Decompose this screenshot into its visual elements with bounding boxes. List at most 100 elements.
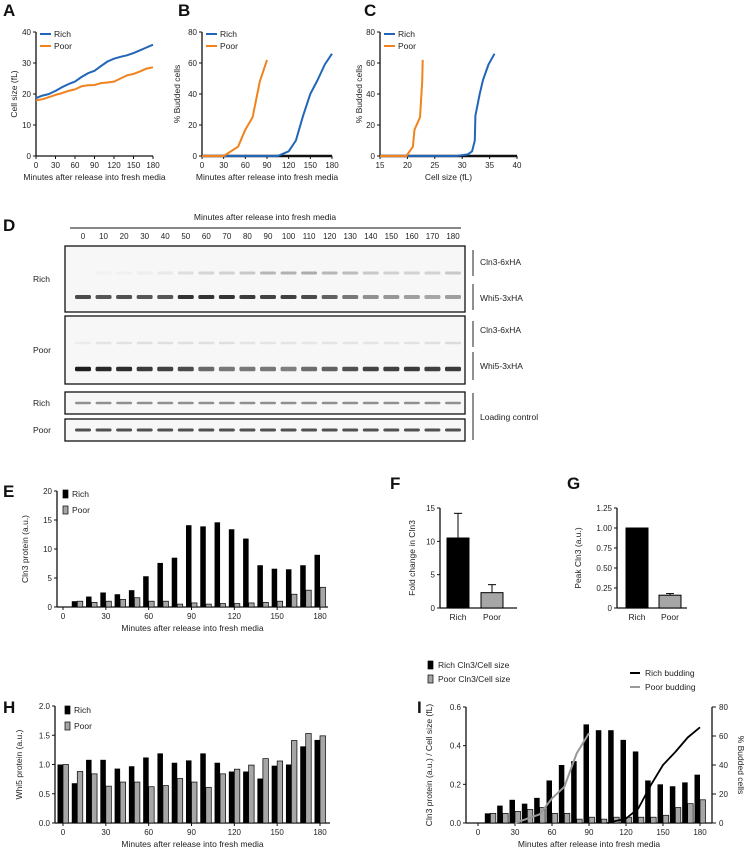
y-tick-label: 0.0 <box>450 819 462 828</box>
x-tick-label: 0 <box>61 828 66 837</box>
bar-rich <box>285 569 292 607</box>
band-whi5-rich <box>75 295 91 299</box>
band-loading-poor <box>362 428 379 432</box>
panel-label-E: E <box>3 482 14 501</box>
bar-rich <box>57 764 63 823</box>
x-tick-label: 150 <box>270 612 284 621</box>
right-y-tick-label: 20 <box>719 790 728 799</box>
y-tick-label: 2.0 <box>39 702 51 711</box>
band-loading-poor <box>280 428 297 432</box>
band-cln3-poor <box>116 341 133 345</box>
y-axis-label: % Budded cells <box>172 65 182 124</box>
lane-label: 0 <box>81 232 86 241</box>
bar-poor <box>305 589 312 608</box>
lane-label: 30 <box>140 232 149 241</box>
band-cln3-rich <box>403 271 420 275</box>
band-loading-rich <box>342 401 359 405</box>
band-loading-poor <box>157 428 174 432</box>
bar-poor <box>191 602 198 608</box>
band-loading-poor <box>424 428 441 432</box>
band-whi5-poor <box>75 366 91 372</box>
x-tick-label: 30 <box>101 612 110 621</box>
bar-poor <box>687 803 694 824</box>
bar-poor <box>176 603 184 608</box>
blot-title: Minutes after release into fresh media <box>194 212 336 222</box>
bar-rich <box>497 805 503 823</box>
legend-label: Poor <box>74 721 92 731</box>
bar-rich <box>114 594 121 607</box>
band-cln3-rich <box>198 271 215 275</box>
band-label: Cln3-6xHA <box>480 325 521 335</box>
y-tick-label: 20 <box>43 487 52 496</box>
bar-rich <box>300 565 306 607</box>
band-cln3-rich <box>239 271 256 275</box>
x-tick-label: 15 <box>376 161 385 170</box>
y-axis-label: Fold change in Cln3 <box>407 520 417 596</box>
lane-label: 60 <box>202 232 211 241</box>
y-tick-label: 0.25 <box>596 584 612 593</box>
x-axis-label: Minutes after release into fresh media <box>121 839 263 849</box>
bar-rich <box>228 771 235 823</box>
x-tick-label: 60 <box>241 161 250 170</box>
band-whi5-poor <box>301 366 318 372</box>
bar-rich <box>657 784 663 823</box>
band-loading-rich <box>116 401 133 405</box>
band-label: Whi5-3xHA <box>480 361 523 371</box>
band-loading-rich <box>301 401 318 405</box>
x-tick-label: 0 <box>61 612 66 621</box>
bar-poor <box>650 816 657 824</box>
lane-label: 180 <box>446 232 460 241</box>
bar-poor <box>134 781 141 824</box>
bar-rich <box>100 759 106 823</box>
x-tick-label: 150 <box>127 161 141 170</box>
y-tick-label: 0 <box>431 604 436 613</box>
bar-poor <box>134 597 141 608</box>
x-tick-label: 90 <box>187 828 196 837</box>
band-whi5-poor <box>157 366 174 372</box>
band-cln3-rich <box>383 271 400 275</box>
y-tick-label: 10 <box>426 537 435 546</box>
x-tick-label: 0 <box>200 161 205 170</box>
band-whi5-poor <box>445 366 461 372</box>
bar-poor <box>319 586 326 608</box>
band-cln3-rich <box>280 271 297 275</box>
bar-rich <box>214 762 221 823</box>
band-loading-poor <box>239 428 256 432</box>
x-tick-label: 120 <box>619 828 633 837</box>
x-tick-label: 40 <box>513 161 522 170</box>
legend-label: Rich budding <box>645 668 695 678</box>
bar-rich <box>682 782 688 823</box>
bar-poor <box>551 812 558 824</box>
y-tick-label: 5 <box>431 571 436 580</box>
lane-label: 100 <box>282 232 296 241</box>
bar-poor <box>319 735 326 824</box>
band-cln3-rich <box>260 271 276 275</box>
band-loading-poor <box>177 428 194 432</box>
band-loading-poor <box>342 428 359 432</box>
y-tick-label: 0.2 <box>450 780 462 789</box>
x-tick-label: 60 <box>144 612 153 621</box>
bar-poor <box>248 764 255 824</box>
y-tick-label: 20 <box>22 90 31 99</box>
band-whi5-poor <box>280 366 297 372</box>
band-loading-rich <box>424 401 441 405</box>
bar-rich <box>285 764 292 823</box>
lane-label: 70 <box>222 232 231 241</box>
y-tick-label: 0 <box>48 603 53 612</box>
legend-swatch <box>62 489 69 499</box>
bar-poor <box>233 768 241 824</box>
band-loading-poor <box>75 428 91 432</box>
bar-rich <box>558 765 565 823</box>
band-cln3-rich <box>321 271 338 275</box>
bar-poor <box>191 781 198 824</box>
bar-rich <box>143 576 149 607</box>
band-whi5-poor <box>136 366 153 372</box>
y-tick-label: 40 <box>22 28 31 37</box>
bar-rich <box>509 799 515 823</box>
x-tick-label: 30 <box>101 828 110 837</box>
panel-label-I: I <box>417 698 422 717</box>
band-loading-poor <box>403 428 420 432</box>
band-cln3-rich <box>116 272 132 275</box>
x-tick-label: 180 <box>693 828 707 837</box>
band-whi5-rich <box>280 295 297 299</box>
